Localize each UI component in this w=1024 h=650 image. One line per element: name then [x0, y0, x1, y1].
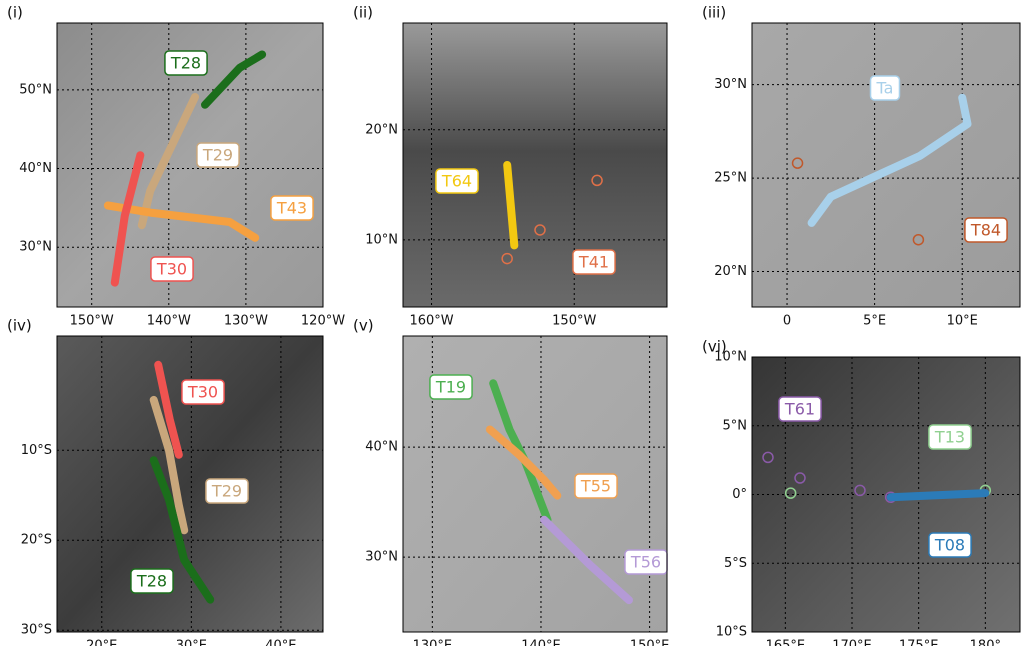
track-label: T84: [965, 218, 1007, 242]
track-label: T13: [929, 425, 971, 449]
x-tick-label: 20°E: [86, 639, 117, 647]
x-tick-label: 170°E: [832, 639, 872, 647]
track-label-text: Ta: [876, 79, 894, 98]
panel-title: (v): [353, 317, 374, 335]
x-tick-label: 120°W: [301, 314, 345, 329]
track-label: T64: [436, 169, 478, 193]
x-tick-label: 140°E: [521, 639, 561, 647]
y-tick-label: 20°S: [21, 533, 52, 548]
panel-title: (iv): [7, 317, 32, 335]
x-tick-label: 10°E: [947, 314, 978, 329]
track-label: T28: [165, 51, 207, 75]
track-label: T61: [779, 397, 821, 421]
x-tick-label: 150°E: [630, 639, 670, 647]
panel-title: (i): [7, 4, 23, 22]
y-tick-label: 30°N: [19, 240, 52, 255]
x-tick-label: 5°E: [863, 314, 886, 329]
track-label-text: T61: [784, 400, 815, 419]
track-line: [891, 493, 986, 497]
track-label-text: T55: [580, 477, 611, 496]
track-label-text: T13: [934, 428, 965, 447]
figure: 150°W 140°W 130°W 120°W 30°N 40°N 50°N T28 T29 T4…: [0, 0, 1024, 646]
track-label: T29: [197, 143, 239, 167]
track-label-text: T29: [202, 146, 233, 165]
x-tick-label: 30°E: [176, 639, 207, 647]
track-label: T19: [430, 375, 472, 399]
y-tick-label: 10°N: [365, 232, 398, 247]
y-tick-label: 10°S: [21, 443, 52, 458]
panel-title: (vi): [702, 338, 727, 356]
y-tick-label: 25°N: [714, 171, 747, 186]
track-label-text: T41: [578, 253, 609, 272]
x-tick-label: 180°: [970, 639, 1001, 647]
y-tick-label: 50°N: [19, 82, 52, 97]
x-tick-label: 165°E: [766, 639, 806, 647]
track-label: Ta: [871, 76, 900, 100]
track-label-text: T56: [630, 553, 661, 572]
track-label-text: T30: [187, 383, 218, 402]
track-label-text: T19: [435, 378, 466, 397]
track-label: T56: [625, 550, 667, 574]
track-label: T41: [573, 250, 615, 274]
x-tick-label: 0: [783, 314, 791, 329]
track-label-text: T43: [276, 199, 307, 218]
y-tick-label: 10°S: [716, 625, 747, 640]
track-label: T43: [271, 196, 313, 220]
track-label: T29: [206, 479, 248, 503]
track-label: T28: [131, 569, 173, 593]
x-tick-label: 140°W: [147, 314, 191, 329]
track-label: T55: [575, 474, 617, 498]
x-tick-label: 130°W: [224, 314, 268, 329]
track-label: T30: [151, 257, 193, 281]
x-tick-label: 160°W: [409, 314, 453, 329]
panel-title: (iii): [702, 4, 726, 22]
x-tick-label: 40°E: [265, 639, 296, 647]
track-label-text: T28: [136, 572, 167, 591]
x-tick-label: 150°W: [70, 314, 114, 329]
x-tick-label: 175°E: [899, 639, 939, 647]
y-tick-label: 30°N: [365, 550, 398, 565]
track-label: T08: [929, 533, 971, 557]
panel-title: (ii): [353, 4, 373, 22]
map-background: [403, 23, 667, 307]
x-tick-label: 150°W: [552, 314, 596, 329]
x-tick-label: 130°E: [413, 639, 453, 647]
y-tick-label: 20°N: [365, 122, 398, 137]
track-label-text: T84: [970, 221, 1001, 240]
y-tick-label: 40°N: [19, 161, 52, 176]
y-tick-label: 5°S: [724, 556, 747, 571]
y-tick-label: 0°: [732, 487, 747, 502]
track-label-text: T08: [934, 536, 965, 555]
y-tick-label: 5°N: [723, 418, 748, 433]
y-tick-label: 40°N: [365, 440, 398, 455]
track-label-text: T30: [156, 260, 187, 279]
y-tick-label: 30°N: [714, 77, 747, 92]
track-label-text: T28: [170, 54, 201, 73]
y-tick-label: 20°N: [714, 264, 747, 279]
track-label: T30: [182, 380, 224, 404]
y-tick-label: 30°S: [21, 623, 52, 638]
track-label-text: T64: [441, 172, 472, 191]
track-label-text: T29: [211, 482, 242, 501]
